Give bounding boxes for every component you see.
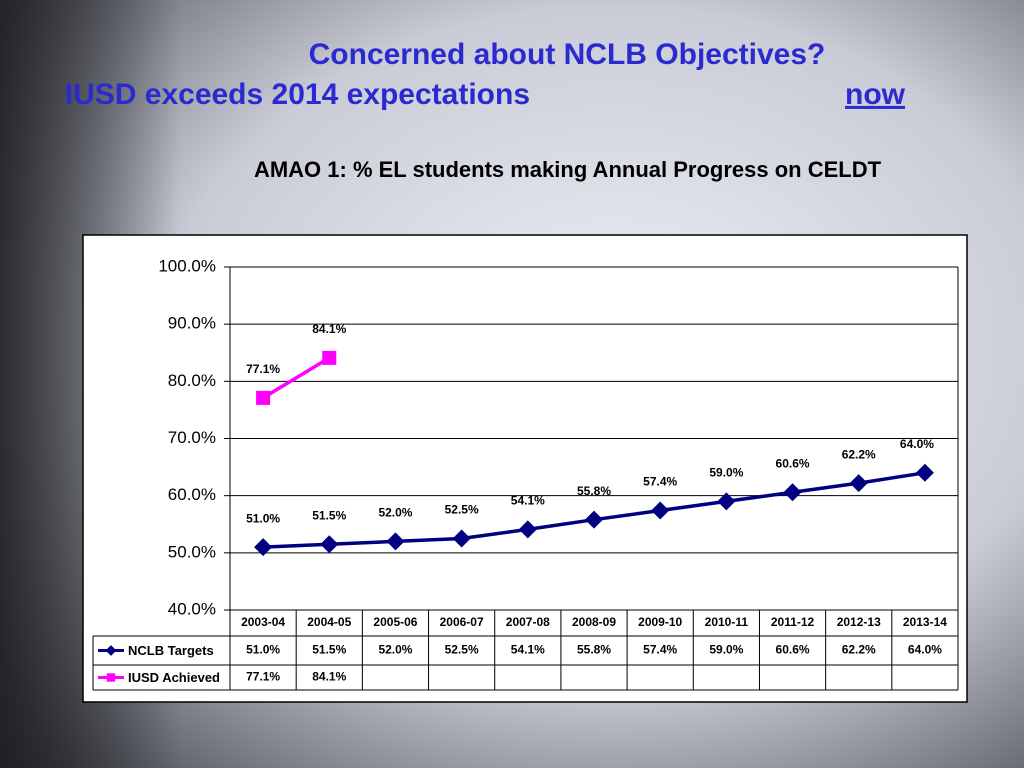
x-tick-label: 2011-12 [771, 615, 815, 629]
legend-marker [105, 645, 117, 656]
chart: 40.0% 50.0% 60.0% 70.0% 80.0% 90.0% 100.0% 2003… [92, 256, 959, 691]
table-cell: 52.5% [445, 643, 479, 657]
legend-marker [106, 673, 116, 682]
chart-title: AMAO 1: % EL students making Annual Prog… [253, 157, 882, 182]
data-label: 60.6% [776, 456, 810, 470]
table-cell: 59.0% [709, 643, 743, 657]
point [717, 492, 736, 511]
table-cell: 57.4% [643, 643, 677, 657]
title-emphasis: now [845, 78, 906, 111]
point [518, 520, 537, 539]
data-label: 62.2% [842, 447, 876, 461]
chart-frame [82, 234, 968, 703]
table-cell: 51.0% [246, 643, 280, 657]
data-label: 84.1% [312, 322, 346, 336]
point [651, 501, 670, 520]
point [783, 483, 802, 502]
y-tick-label: 40.0% [168, 599, 216, 618]
point [322, 350, 337, 365]
table-cell: 77.1% [246, 670, 280, 684]
y-tick-label: 100.0% [158, 256, 216, 275]
x-tick-label: 2007-08 [506, 615, 550, 629]
series-line [262, 356, 331, 400]
y-tick-label: 80.0% [168, 371, 216, 390]
legend-label: IUSD Achieved [128, 670, 220, 685]
table-cell: 62.2% [842, 643, 876, 657]
x-tick-label: 2009-10 [638, 615, 682, 629]
point [585, 510, 603, 529]
point [915, 463, 934, 482]
data-label: 54.1% [511, 494, 545, 508]
data-label: 55.8% [577, 484, 611, 498]
legend-label: NCLB Targets [128, 643, 214, 658]
y-tick-label: 90.0% [168, 314, 216, 333]
point [254, 538, 273, 557]
x-tick-label: 2012-13 [837, 615, 881, 629]
point [386, 532, 405, 551]
data-label: 77.1% [246, 362, 280, 376]
title-line1: Concerned about NCLB Objectives? [309, 38, 826, 71]
table-cell: 60.6% [776, 643, 810, 657]
data-label: 64.0% [900, 437, 934, 451]
x-tick-label: 2010-11 [705, 615, 749, 629]
title-line2: IUSD exceeds 2014 expectations [65, 78, 530, 111]
point [256, 390, 271, 405]
x-tick-label: 2003-04 [241, 615, 285, 629]
x-tick-label: 2013-14 [903, 615, 947, 629]
data-label: 59.0% [709, 466, 743, 480]
chart-title-box: AMAO 1: % EL students making Annual Prog… [253, 157, 882, 182]
data-label: 52.0% [378, 506, 412, 520]
table-cell: 54.1% [511, 643, 545, 657]
data-label: 51.0% [246, 511, 280, 525]
table-cell: 52.0% [378, 643, 412, 657]
point [320, 535, 339, 554]
table-cell: 64.0% [908, 643, 942, 657]
data-label: 51.5% [312, 508, 346, 522]
table-cell: 55.8% [577, 643, 611, 657]
x-tick-label: 2008-09 [572, 615, 616, 629]
x-tick-label: 2006-07 [440, 615, 484, 629]
x-tick-label: 2004-05 [307, 615, 351, 629]
y-tick-label: 50.0% [168, 542, 216, 561]
y-tick-label: 70.0% [168, 428, 216, 447]
table-cell: 84.1% [312, 670, 346, 684]
point [849, 474, 868, 493]
table-cell: 51.5% [312, 643, 346, 657]
data-label: 52.5% [445, 503, 479, 517]
x-tick-label: 2005-06 [373, 615, 417, 629]
point [452, 529, 471, 548]
data-label: 57.4% [643, 475, 677, 489]
y-tick-label: 60.0% [168, 485, 216, 504]
